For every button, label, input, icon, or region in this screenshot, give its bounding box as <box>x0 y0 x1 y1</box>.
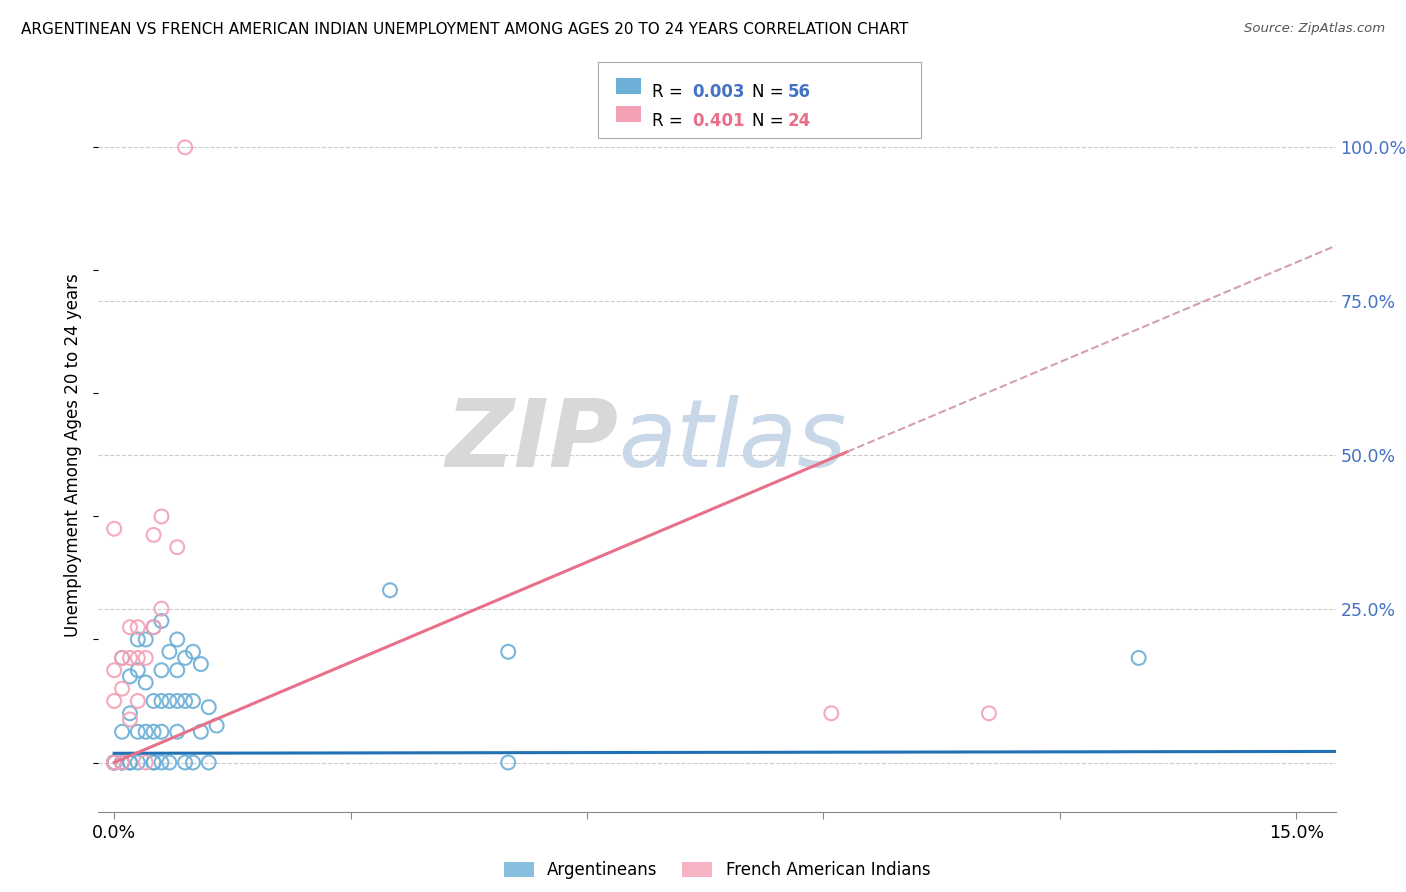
Point <box>977 706 1000 721</box>
Point <box>166 632 188 647</box>
Point <box>142 528 165 542</box>
Point <box>205 718 228 732</box>
Point <box>174 651 197 665</box>
Point <box>127 620 149 634</box>
Point <box>174 694 197 708</box>
Point <box>142 724 165 739</box>
Text: Source: ZipAtlas.com: Source: ZipAtlas.com <box>1244 22 1385 36</box>
Text: 56: 56 <box>787 83 810 101</box>
Point <box>127 632 149 647</box>
Point <box>111 681 134 696</box>
Point <box>181 645 204 659</box>
Point <box>111 756 134 770</box>
Point <box>111 756 134 770</box>
Point <box>103 756 125 770</box>
Text: atlas: atlas <box>619 395 846 486</box>
Point <box>111 651 134 665</box>
Point <box>496 645 519 659</box>
Point <box>142 620 165 634</box>
Point <box>142 620 165 634</box>
Point <box>166 724 188 739</box>
Point <box>157 645 180 659</box>
Point <box>150 663 173 677</box>
Point <box>127 663 149 677</box>
Point <box>111 651 134 665</box>
Point <box>181 694 204 708</box>
Text: 24: 24 <box>787 112 811 129</box>
Point <box>127 651 149 665</box>
Text: R =: R = <box>652 112 689 129</box>
Text: N =: N = <box>752 112 789 129</box>
Point <box>181 756 204 770</box>
Point <box>157 756 180 770</box>
Point <box>166 663 188 677</box>
Point <box>118 706 141 721</box>
Point <box>103 756 125 770</box>
Point <box>157 694 180 708</box>
Point <box>103 663 125 677</box>
Point <box>142 756 165 770</box>
Point <box>1128 651 1150 665</box>
Point <box>150 724 173 739</box>
Point <box>190 657 212 671</box>
Point <box>127 694 149 708</box>
Point <box>190 724 212 739</box>
Point <box>127 756 149 770</box>
Point <box>166 694 188 708</box>
Point <box>820 706 842 721</box>
Point <box>103 756 125 770</box>
Y-axis label: Unemployment Among Ages 20 to 24 years: Unemployment Among Ages 20 to 24 years <box>65 273 83 637</box>
Point <box>118 669 141 683</box>
Point <box>378 583 401 598</box>
Point <box>118 756 141 770</box>
Point <box>135 756 157 770</box>
Point <box>174 756 197 770</box>
Point <box>496 756 519 770</box>
Point <box>142 756 165 770</box>
Point <box>197 756 219 770</box>
Point <box>103 694 125 708</box>
Point <box>111 756 134 770</box>
Point <box>142 694 165 708</box>
Point <box>174 140 197 154</box>
Point <box>103 756 125 770</box>
Text: 0.003: 0.003 <box>692 83 744 101</box>
Point <box>111 756 134 770</box>
Point <box>150 601 173 615</box>
Point <box>103 522 125 536</box>
Point <box>103 756 125 770</box>
Point <box>166 540 188 554</box>
Point <box>103 756 125 770</box>
Point <box>118 620 141 634</box>
Legend: Argentineans, French American Indians: Argentineans, French American Indians <box>496 855 938 886</box>
Point <box>127 724 149 739</box>
Point <box>135 651 157 665</box>
Point <box>103 756 125 770</box>
Point <box>103 756 125 770</box>
Text: N =: N = <box>752 83 789 101</box>
Point <box>118 756 141 770</box>
Text: R =: R = <box>652 83 689 101</box>
Point <box>135 632 157 647</box>
Point <box>135 724 157 739</box>
Point <box>103 756 125 770</box>
Point <box>118 713 141 727</box>
Point <box>197 700 219 714</box>
Point <box>150 509 173 524</box>
Text: ZIP: ZIP <box>446 394 619 487</box>
Text: ARGENTINEAN VS FRENCH AMERICAN INDIAN UNEMPLOYMENT AMONG AGES 20 TO 24 YEARS COR: ARGENTINEAN VS FRENCH AMERICAN INDIAN UN… <box>21 22 908 37</box>
Point <box>103 756 125 770</box>
Point <box>150 756 173 770</box>
Point <box>135 675 157 690</box>
Point <box>118 651 141 665</box>
Point <box>150 614 173 628</box>
Text: 0.401: 0.401 <box>692 112 744 129</box>
Point <box>111 724 134 739</box>
Point <box>150 694 173 708</box>
